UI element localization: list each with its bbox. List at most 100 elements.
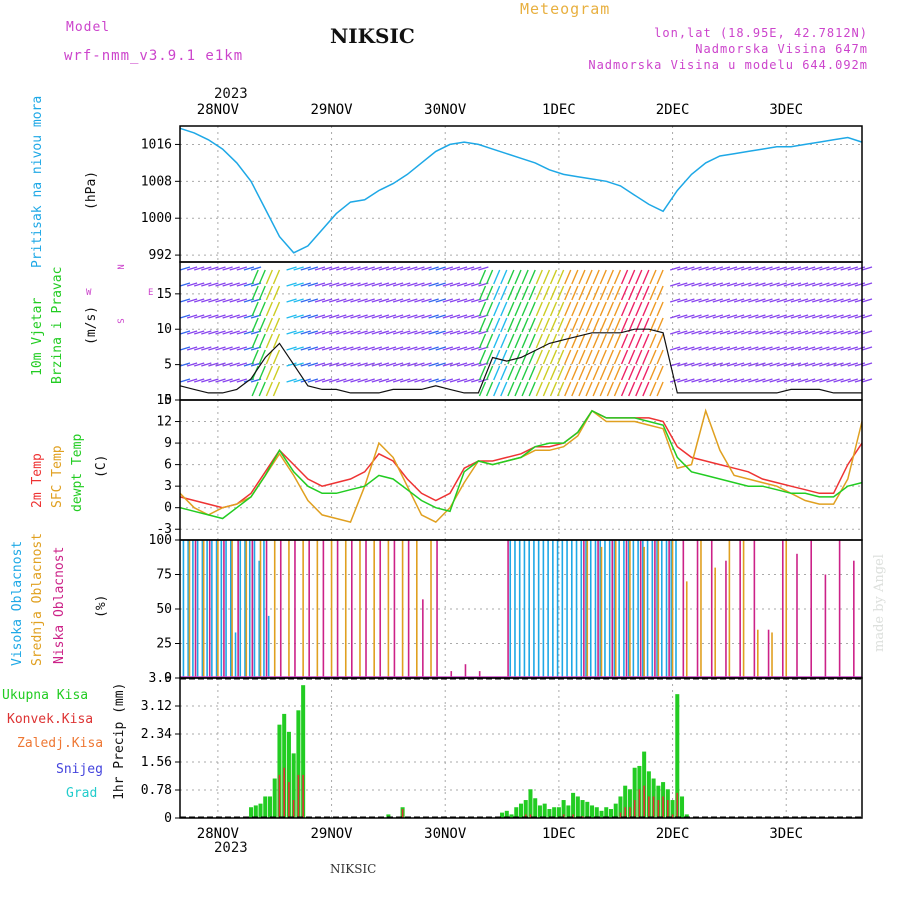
wind-barb — [549, 381, 558, 397]
wind-barb — [229, 282, 240, 287]
wind-barb — [485, 333, 494, 349]
ytick-label-4-2: 1.56 — [141, 755, 172, 770]
wind-barb — [507, 285, 515, 301]
wind-barb — [286, 362, 297, 367]
wind-barb — [833, 346, 844, 351]
wind-barb — [442, 298, 454, 303]
wind-barb — [578, 285, 586, 301]
wind-barb — [378, 266, 390, 271]
wind-barb — [378, 378, 390, 383]
wind-barb — [463, 362, 475, 367]
wind-barb — [613, 269, 622, 285]
wind-barb — [521, 285, 529, 301]
wind-barb — [201, 266, 212, 271]
wind-barb — [776, 346, 787, 351]
wind-barb — [478, 266, 489, 271]
wind-barb — [861, 298, 873, 303]
precip-conv-bar — [652, 796, 655, 818]
wind-barb — [485, 285, 494, 301]
wind-barb — [861, 282, 873, 287]
wind-barb — [705, 330, 716, 335]
wind-barb — [507, 301, 515, 317]
precip-conv-bar — [629, 807, 631, 818]
wind-barb — [669, 330, 681, 335]
precip-total-bar — [514, 807, 519, 818]
wind-barb — [748, 362, 759, 367]
wind-barb — [328, 298, 340, 303]
wind-barb — [606, 317, 614, 333]
wind-barb — [400, 378, 411, 383]
wind-barb — [186, 378, 198, 383]
xtick-top-5: 3DEC — [769, 102, 803, 118]
wind-barb — [549, 269, 558, 285]
wind-barb — [762, 346, 773, 351]
wind-barb — [222, 314, 233, 319]
wind-barb — [698, 314, 709, 319]
wind-barb — [826, 298, 837, 303]
wind-barb — [669, 298, 681, 303]
ytick-label-4-3: 2.34 — [141, 727, 172, 742]
wind-barb — [613, 333, 622, 349]
wind-barb — [385, 362, 397, 367]
wind-barb — [229, 298, 240, 303]
wind-barb — [549, 349, 558, 365]
wind-barb — [478, 381, 487, 397]
wind-barb — [564, 301, 572, 317]
precip-legend-frozen: Zaledj.Kisa — [17, 736, 104, 751]
wind-barb — [236, 298, 248, 303]
wind-barb — [328, 378, 340, 383]
wind-barb — [733, 282, 745, 287]
wind-barb — [229, 346, 240, 351]
wind-barb — [812, 266, 823, 271]
wind-barb — [571, 317, 579, 333]
wind-barb — [364, 314, 375, 319]
wind-barb — [635, 301, 643, 317]
wind-barb — [549, 365, 558, 381]
wind-barb — [208, 362, 219, 367]
wind-barb — [812, 362, 823, 367]
wind-barb — [456, 330, 468, 335]
wind-barb — [826, 330, 837, 335]
wind-barb — [585, 285, 593, 301]
wind-barb — [514, 333, 522, 349]
wind-barb — [606, 349, 614, 365]
wind-barb — [861, 378, 873, 383]
wind-barb — [535, 349, 543, 365]
wind-barb — [797, 266, 809, 271]
wind-barb — [478, 333, 487, 349]
wind-barb — [677, 266, 688, 271]
wind-barb — [847, 330, 858, 335]
wind-barb — [357, 314, 368, 319]
wind-barb — [755, 282, 766, 287]
wind-barb — [726, 378, 738, 383]
wind-barb — [493, 317, 501, 333]
wind-barb — [201, 346, 212, 351]
wind-barb — [229, 378, 240, 383]
wind-barb — [392, 346, 404, 351]
wind-barb — [392, 314, 404, 319]
wind-barb — [698, 266, 709, 271]
wind-barb — [620, 285, 629, 301]
wind-barb — [698, 330, 709, 335]
wind-barb — [357, 346, 368, 351]
xtick-bottom-5: 3DEC — [769, 826, 803, 842]
wind-barb — [463, 346, 475, 351]
wind-barb — [435, 346, 446, 351]
wind-barb — [705, 298, 716, 303]
wind-barb — [493, 285, 501, 301]
wind-barb — [847, 362, 858, 367]
wind-barb — [493, 301, 501, 317]
wind-barb — [251, 285, 259, 301]
precip-total-bar — [566, 805, 571, 818]
precip-total-bar — [258, 803, 263, 818]
precip-total-bar — [386, 814, 391, 818]
wind-barb — [804, 330, 816, 335]
wind-barb — [514, 365, 522, 381]
wind-barb — [364, 362, 375, 367]
precip-legend-total: Ukupna Kisa — [2, 688, 89, 703]
wind-barb — [769, 298, 780, 303]
wind-barb — [748, 346, 759, 351]
wind-barb — [414, 298, 425, 303]
wind-barb — [726, 298, 738, 303]
year-bottom: 2023 — [214, 840, 248, 856]
